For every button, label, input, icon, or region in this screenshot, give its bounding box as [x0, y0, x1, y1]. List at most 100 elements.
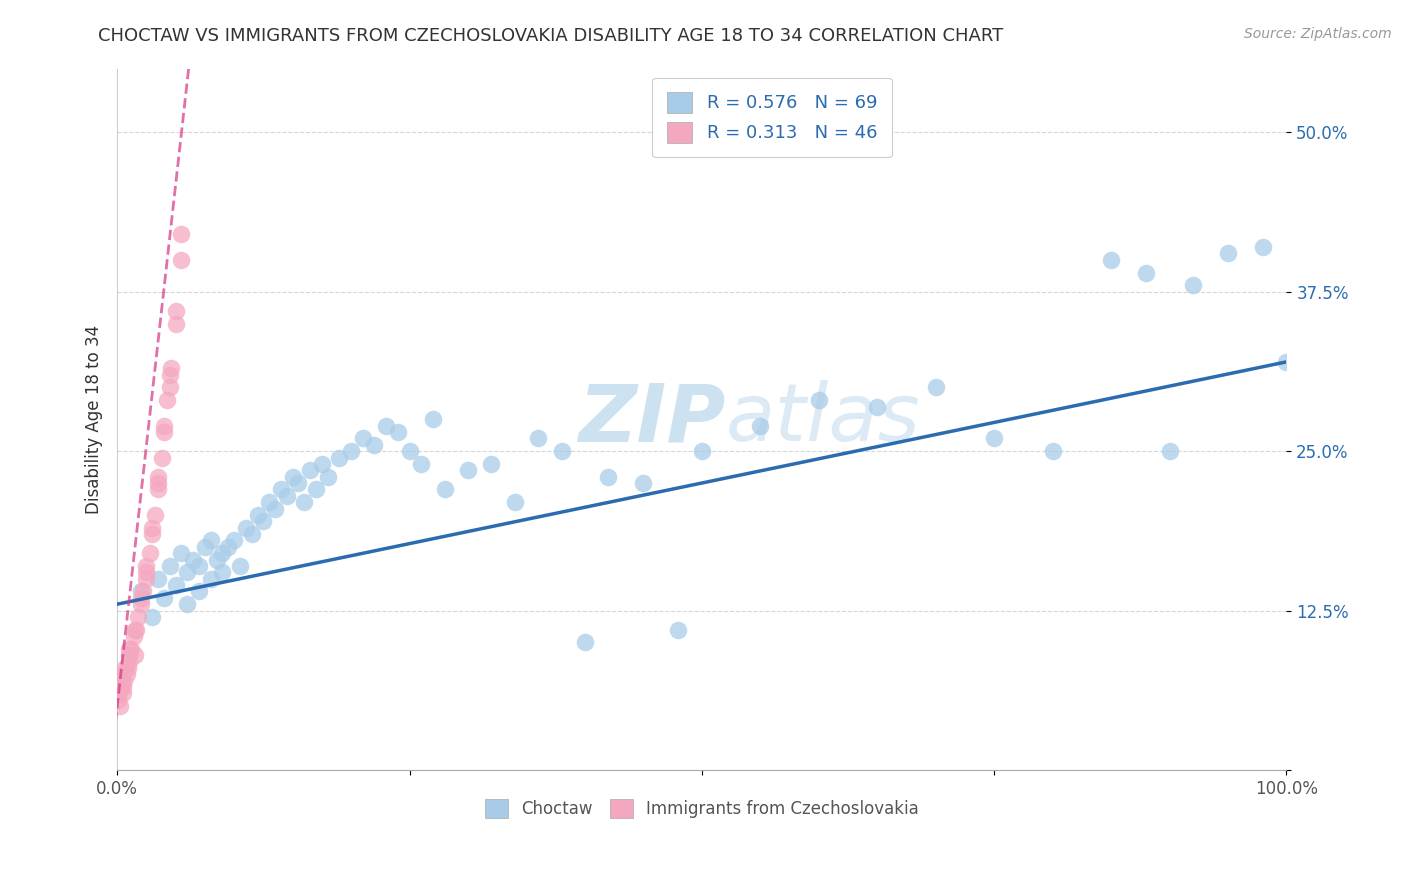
Point: [153, 425, 176, 439]
Point: [120, 641, 142, 656]
Point: [200, 572, 222, 586]
Point: [146, 572, 169, 586]
Point: [749, 418, 772, 433]
Point: [176, 597, 198, 611]
Point: [457, 463, 479, 477]
Point: [1275, 355, 1298, 369]
Point: [574, 635, 596, 649]
Point: [205, 552, 228, 566]
Point: [117, 661, 139, 675]
Point: [479, 457, 502, 471]
Point: [127, 610, 149, 624]
Point: [340, 444, 363, 458]
Point: [633, 476, 655, 491]
Point: [252, 514, 274, 528]
Point: [110, 673, 132, 688]
Point: [598, 469, 620, 483]
Point: [118, 648, 141, 663]
Point: [125, 623, 148, 637]
Point: [503, 495, 526, 509]
Point: [181, 552, 204, 566]
Point: [299, 463, 322, 477]
Point: [240, 527, 263, 541]
Point: [135, 572, 157, 586]
Point: [363, 438, 385, 452]
Point: [287, 476, 309, 491]
Point: [108, 699, 131, 714]
Point: [235, 521, 257, 535]
Point: [224, 533, 246, 548]
Point: [132, 584, 155, 599]
Point: [211, 566, 233, 580]
Point: [146, 469, 169, 483]
Point: [146, 483, 169, 497]
Point: [292, 495, 315, 509]
Point: [129, 591, 152, 605]
Point: [141, 527, 163, 541]
Point: [217, 540, 239, 554]
Point: [159, 368, 181, 382]
Point: [527, 431, 550, 445]
Point: [165, 303, 187, 318]
Point: [124, 623, 146, 637]
Point: [387, 425, 409, 439]
Text: ZIP: ZIP: [578, 380, 725, 458]
Point: [983, 431, 1005, 445]
Point: [112, 686, 135, 700]
Point: [1216, 246, 1239, 260]
Point: [194, 540, 217, 554]
Point: [122, 629, 145, 643]
Point: [311, 457, 333, 471]
Point: [170, 252, 193, 267]
Point: [153, 591, 176, 605]
Point: [108, 686, 131, 700]
Point: [281, 469, 304, 483]
Point: [108, 680, 131, 694]
Point: [305, 483, 328, 497]
Point: [276, 489, 298, 503]
Point: [188, 558, 211, 573]
Point: [200, 533, 222, 548]
Point: [328, 450, 350, 465]
Point: [118, 655, 141, 669]
Point: [170, 546, 193, 560]
Point: [150, 450, 173, 465]
Point: [112, 673, 135, 688]
Point: [176, 566, 198, 580]
Point: [270, 483, 292, 497]
Point: [143, 508, 166, 522]
Point: [165, 317, 187, 331]
Point: [1181, 278, 1204, 293]
Point: [139, 546, 162, 560]
Point: [188, 584, 211, 599]
Point: [229, 558, 252, 573]
Point: [1159, 444, 1181, 458]
Point: [690, 444, 713, 458]
Point: [1099, 252, 1122, 267]
Text: atlas: atlas: [725, 380, 920, 458]
Point: [807, 393, 830, 408]
Point: [550, 444, 572, 458]
Point: [141, 610, 163, 624]
Point: [1135, 266, 1157, 280]
Point: [170, 227, 193, 242]
Point: [124, 648, 146, 663]
Point: [668, 623, 690, 637]
Point: [398, 444, 420, 458]
Point: [422, 412, 444, 426]
Y-axis label: Disability Age 18 to 34: Disability Age 18 to 34: [86, 325, 103, 514]
Point: [352, 431, 374, 445]
Point: [866, 400, 889, 414]
Point: [112, 680, 135, 694]
Point: [159, 558, 181, 573]
Point: [118, 641, 141, 656]
Point: [264, 501, 287, 516]
Point: [159, 380, 181, 394]
Point: [165, 578, 187, 592]
Point: [246, 508, 269, 522]
Point: [316, 469, 339, 483]
Point: [156, 393, 179, 408]
Point: [135, 558, 157, 573]
Legend: Choctaw, Immigrants from Czechoslovakia: Choctaw, Immigrants from Czechoslovakia: [478, 792, 925, 825]
Point: [111, 667, 134, 681]
